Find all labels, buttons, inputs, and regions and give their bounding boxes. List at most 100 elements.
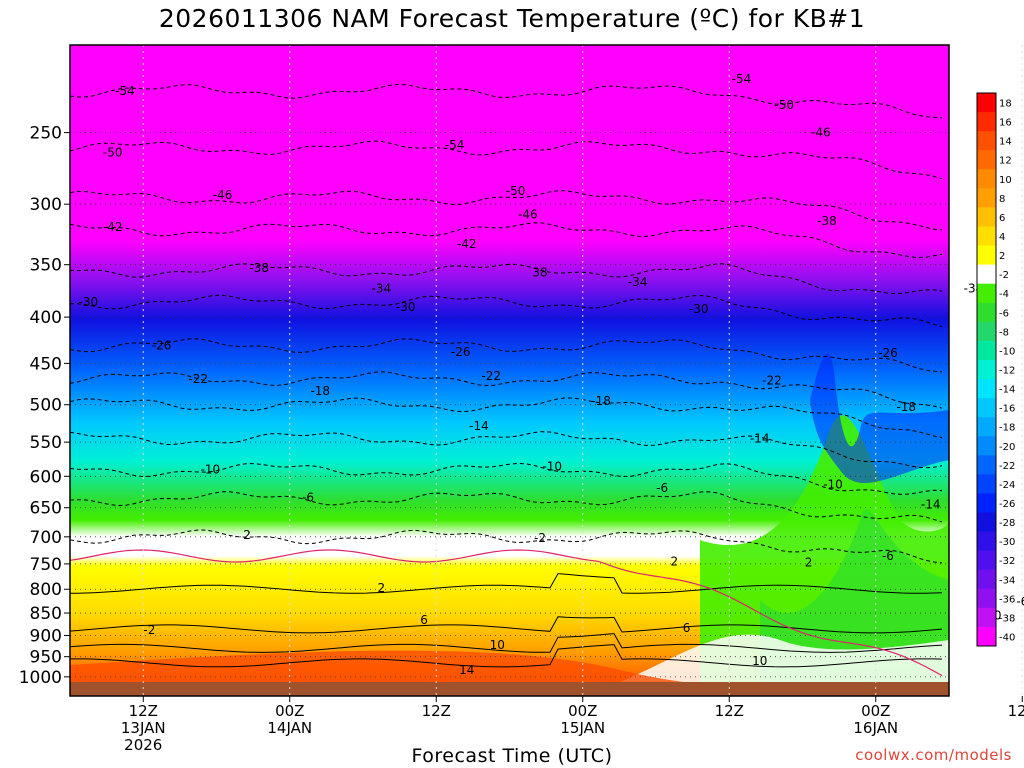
- contour-labels: -54-50-46-42-38-34-30 -30-26-22-18-10-622…: [79, 72, 1024, 677]
- contour-label: -54: [115, 84, 135, 98]
- colorbar-tick-label: 8: [999, 194, 1005, 205]
- warm-isotherm-line: [70, 573, 943, 594]
- contour-label: -46: [213, 188, 233, 202]
- isotherm-line: [70, 222, 943, 259]
- contour-label: 2: [670, 554, 678, 568]
- y-tick-label: 800: [30, 580, 62, 600]
- isotherm-line: [70, 338, 943, 373]
- freezing-line: [70, 549, 943, 677]
- contour-label: -26: [451, 345, 471, 359]
- colorbar: 18 16 14 12 10 8 6 4 2 -2 -4 -6 -8 -10 -12 -14 -16 -18 -20…: [976, 92, 1015, 647]
- contour-label: -30: [79, 295, 99, 309]
- colorbar-swatch: [977, 379, 996, 399]
- contour-label: -14: [750, 432, 770, 446]
- contour-label: -6: [882, 549, 894, 563]
- contour-label: -42: [457, 237, 477, 251]
- contour-label: -50: [774, 98, 794, 112]
- y-tick-label: 450: [30, 354, 62, 374]
- colorbar-tick-label: -26: [999, 499, 1015, 510]
- isotherm-line: [70, 263, 943, 295]
- y-tick-label: 400: [30, 308, 62, 328]
- contour-label: -10: [542, 459, 562, 473]
- contour-label: 14: [459, 663, 474, 677]
- colorbar-swatch: [977, 512, 996, 533]
- cold-pool-upper: [810, 353, 949, 483]
- colorbar-swatch: [977, 626, 996, 647]
- x-axis-label: Forecast Time (UTC): [411, 745, 613, 767]
- colorbar-tick-label: 4: [999, 232, 1005, 243]
- colorbar-swatch: [977, 169, 996, 189]
- colorbar-swatch: [977, 550, 996, 571]
- contour-label: -14: [921, 498, 941, 512]
- ground-below-surface: [70, 682, 949, 696]
- isotherm-line: [70, 491, 943, 523]
- colorbar-swatch: [977, 474, 996, 494]
- colorbar-tick-label: -8: [999, 327, 1009, 338]
- y-tick-label: 700: [30, 528, 62, 548]
- contour-label: -10: [201, 463, 221, 477]
- colorbar-tick-label: 2: [999, 251, 1005, 262]
- y-tick-label: 300: [30, 195, 62, 215]
- x-tick-label: 12Z: [129, 702, 158, 720]
- x-tick-label: 12Z: [715, 702, 744, 720]
- x-tick-label: 16JAN: [853, 719, 898, 737]
- contour-label: -34: [372, 282, 392, 296]
- colorbar-swatch: [977, 112, 996, 132]
- colorbar-swatch: [977, 226, 996, 247]
- colorbar-swatch: [977, 131, 996, 151]
- warm-retreat: [600, 634, 949, 696]
- contour-label: 6: [683, 621, 691, 635]
- x-tick-label: 00Z: [861, 702, 890, 720]
- colorbar-swatch: [977, 302, 996, 323]
- contour-label: -30: [689, 302, 709, 316]
- y-tick-label: 650: [30, 499, 62, 519]
- chart-title: 2026011306 NAM Forecast Temperature (ºC)…: [158, 4, 866, 33]
- x-tick-label: 12Z: [1008, 702, 1024, 720]
- y-tick-label: 350: [30, 256, 62, 276]
- colorbar-swatch: [977, 455, 996, 475]
- y-axis-ticks: 2503003504004505005506006507007508008509…: [19, 124, 70, 688]
- x-tick-label: 12Z: [422, 702, 451, 720]
- colorbar-tick-label: 10: [999, 175, 1012, 186]
- plot-field: [70, 45, 949, 696]
- contour-label: -2: [534, 531, 546, 545]
- colorbar-tick-label: -34: [999, 575, 1015, 586]
- isotherm-line: [70, 529, 943, 564]
- y-tick-label: 750: [30, 555, 62, 575]
- isotherm-lines: [70, 83, 943, 677]
- contour-label: -50: [506, 184, 526, 198]
- contour-label: 2: [377, 581, 385, 595]
- x-tick-label: 14JAN: [267, 719, 312, 737]
- source-credit: coolwx.com/models: [855, 746, 1012, 764]
- contour-label: -10: [823, 478, 843, 492]
- contour-label: -34: [628, 275, 648, 289]
- colorbar-tick-label: -18: [999, 423, 1015, 434]
- colorbar-tick-label: -40: [999, 632, 1015, 643]
- colorbar-swatch: [977, 340, 996, 361]
- y-tick-label: 250: [30, 124, 62, 144]
- contour-label: 10: [490, 638, 505, 652]
- contour-label: -26: [878, 346, 898, 360]
- isotherm-line: [70, 371, 943, 409]
- y-tick-label: 950: [30, 648, 62, 668]
- contour-label: -26: [152, 339, 172, 353]
- colorbar-swatch: [977, 607, 996, 628]
- warm-isotherm-line: [70, 616, 943, 634]
- colorbar-swatch: [977, 283, 996, 304]
- isotherm-line: [70, 397, 943, 439]
- contour-label: -6: [1016, 594, 1024, 608]
- isotherm-line: [70, 431, 943, 469]
- contour-label: 38: [532, 265, 547, 279]
- warm-isotherm-line: [70, 633, 943, 653]
- isotherm-line: [70, 294, 943, 328]
- colorbar-tick-label: -30: [999, 537, 1015, 548]
- colorbar-tick-label: -16: [999, 404, 1015, 415]
- colorbar-tick-label: -38: [999, 613, 1015, 624]
- contour-label: -54: [445, 138, 465, 152]
- contour-label: 2: [243, 528, 251, 542]
- contour-label: -2: [143, 623, 155, 637]
- colorbar-tick-label: -14: [999, 385, 1015, 396]
- colorbar-tick-label: -28: [999, 518, 1015, 529]
- contour-label: -18: [310, 384, 330, 398]
- colorbar-swatch: [977, 588, 996, 609]
